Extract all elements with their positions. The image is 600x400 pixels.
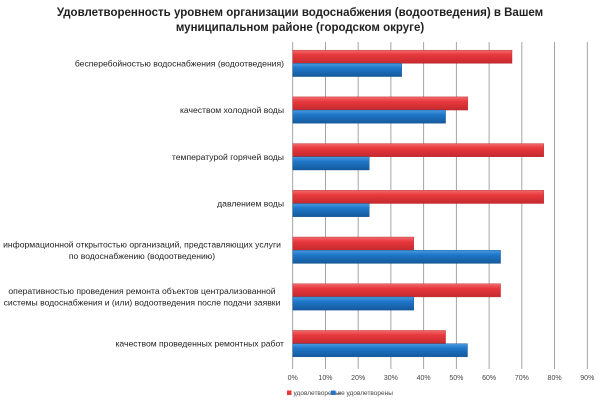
bar-satisfied: удовлетворены: 53.5% — [292, 96, 469, 111]
category-label: по водоснабжению (водоотведению) — [69, 251, 215, 261]
bar-not-satisfied: не удовлетворены: 63.5% — [292, 250, 501, 264]
legend-label: не удовлетворены — [338, 390, 394, 397]
x-tick-label: 80% — [548, 375, 562, 382]
category-label: температурой горячей воды — [172, 152, 284, 162]
category-label: системы водоснабжения и (или) водоотведе… — [4, 298, 281, 308]
x-tick-label: 10% — [318, 375, 332, 382]
category-label: оперативностью проведения ремонта объект… — [8, 286, 275, 296]
x-tick-label: 40% — [417, 375, 431, 382]
bar-not-satisfied: не удовлетворены: 53.4% — [292, 343, 468, 358]
bar-not-satisfied: не удовлетворены: 46.7% — [292, 109, 446, 124]
x-tick-label: 70% — [515, 375, 529, 382]
category-label: качеством холодной воды — [180, 105, 284, 115]
bar-satisfied: удовлетворены: 76.7% — [292, 143, 544, 157]
category-label: бесперебойностью водоснабжения (водоотве… — [75, 58, 284, 68]
x-tick-label: 30% — [384, 375, 398, 382]
category-label: информационной открытостью организаций, … — [3, 239, 281, 249]
x-tick-labels: 0% 10% 20% 30% 40% 50% 60% 70% 80% 90% — [288, 375, 595, 382]
bar-satisfied: удовлетворены: 63.5% — [292, 283, 501, 298]
bar-not-satisfied: не удовлетворены: 23.4% — [292, 156, 370, 171]
bar-not-satisfied: не удовлетворены: 37% — [292, 296, 415, 311]
bars: удовлетворены: 67%не удовлетворены: 33.3… — [292, 49, 544, 358]
gridlines — [292, 42, 588, 369]
legend-label: удовлетворены — [294, 390, 341, 397]
chart-title-line-1: Удовлетворенность уровнем организации во… — [56, 7, 544, 19]
bar-not-satisfied: не удовлетворены: 33.3% — [292, 63, 402, 77]
category-label: давлением воды — [217, 199, 284, 209]
category-labels: бесперебойностью водоснабжения (водоотве… — [3, 58, 284, 348]
bar-not-satisfied: не удовлетворены: 23.4% — [292, 203, 370, 217]
x-tick-label: 60% — [482, 375, 496, 382]
x-tick-label: 0% — [288, 375, 298, 382]
chart-title: Удовлетворенность уровнем организации во… — [0, 6, 600, 36]
category-label: качеством проведенных ремонтных работ — [115, 339, 284, 349]
bar-satisfied: удовлетворены: 76.7% — [292, 190, 544, 204]
chart-title-line-2: муниципальном районе (городском округе) — [175, 22, 425, 34]
x-tick-label: 20% — [351, 375, 365, 382]
x-tick-label: 50% — [449, 375, 463, 382]
legend-swatch-satisfied — [287, 390, 292, 395]
x-tick-label: 90% — [580, 375, 594, 382]
bar-satisfied: удовлетворены: 67% — [292, 49, 513, 64]
legend-swatch-not-satisfied — [331, 390, 336, 395]
bar-satisfied: удовлетворены: 37% — [292, 236, 415, 251]
bar-satisfied: удовлетворены: 46.7% — [292, 330, 446, 344]
